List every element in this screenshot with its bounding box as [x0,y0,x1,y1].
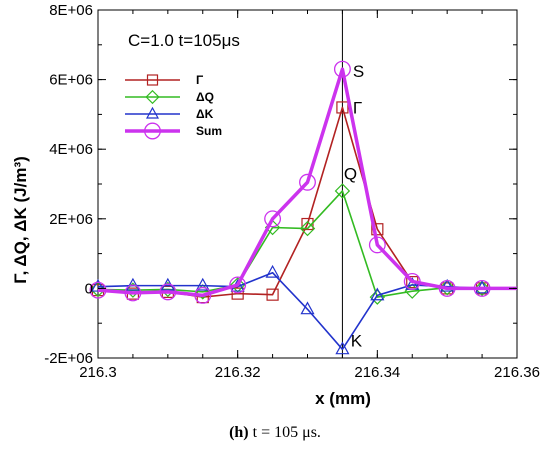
annotation-label: K [351,332,363,351]
data-point [299,220,316,237]
annotations: SΓ Q K [344,62,364,351]
y-tick-label: 2E+06 [49,211,93,228]
data-point [159,283,177,301]
series-circle [89,60,517,304]
data-point [440,278,455,292]
legend-marker [144,122,161,140]
data-point [403,272,421,290]
data-point [333,60,351,78]
data-point [231,287,244,300]
legend-marker [145,106,160,119]
x-tick-label: 216.32 [215,364,261,381]
data-point [438,279,456,297]
annotation-label: S [353,62,364,81]
y-tick-label: 8E+06 [49,2,93,19]
data-point [229,277,246,293]
legend-label: Sum [196,124,222,138]
legend-label: Γ [196,73,204,87]
x-tick-label: 216.3 [79,364,117,381]
annotation-label: Q [344,165,357,184]
legend-label: ΔK [196,107,214,121]
data-point [474,280,490,297]
y-tick-label: 6E+06 [49,72,93,89]
data-point [299,173,316,191]
ticks-layer: 216.3 216.32 216.34 216.36 -2E+06 0 2E+06 4E+06… [44,2,540,381]
data-point [301,217,314,231]
data-point [229,276,247,294]
data-point [473,279,491,297]
data-point [195,277,210,291]
data-point [335,341,350,355]
series-line [97,106,517,298]
caption-text: t = 105 μs. [248,424,321,441]
caption-label: (h) [229,424,249,441]
series-line [97,190,517,298]
data-point [194,286,212,304]
x-tick-label: 216.36 [494,364,540,381]
data-point [266,288,279,301]
data-point [265,264,280,278]
y-tick-label: 0 [85,280,93,297]
data-point [334,183,351,199]
chart: 216.3 216.32 216.34 216.36 -2E+06 0 2E+06 4E+06… [11,2,540,408]
data-point [300,301,315,315]
legend-marker [145,89,160,105]
series-line [97,67,517,298]
series-layer [89,60,517,355]
data-point [370,287,385,301]
legend: Γ ΔQ ΔK Sum [125,73,222,140]
data-point [336,101,349,114]
data-point [264,210,282,228]
legend-label: ΔQ [196,90,214,104]
data-point [125,277,140,291]
y-tick-label: -2E+06 [44,350,93,367]
data-point [368,236,386,254]
figure-caption: (h) t = 105 μs. [0,424,550,442]
x-axis-label: x (mm) [315,389,371,408]
y-axis-label: Γ, ΔQ, ΔK (J/m³) [11,156,30,284]
series-triangle [90,264,517,355]
data-point [89,281,107,299]
y-tick-label: 4E+06 [49,141,93,158]
legend-marker [146,74,159,86]
data-point [439,279,455,296]
annotation-label: Γ [353,98,362,117]
x-tick-label: 216.34 [354,364,400,381]
data-point [371,223,384,236]
data-point [124,284,142,302]
condition-annotation: C=1.0 t=105μs [128,31,240,50]
